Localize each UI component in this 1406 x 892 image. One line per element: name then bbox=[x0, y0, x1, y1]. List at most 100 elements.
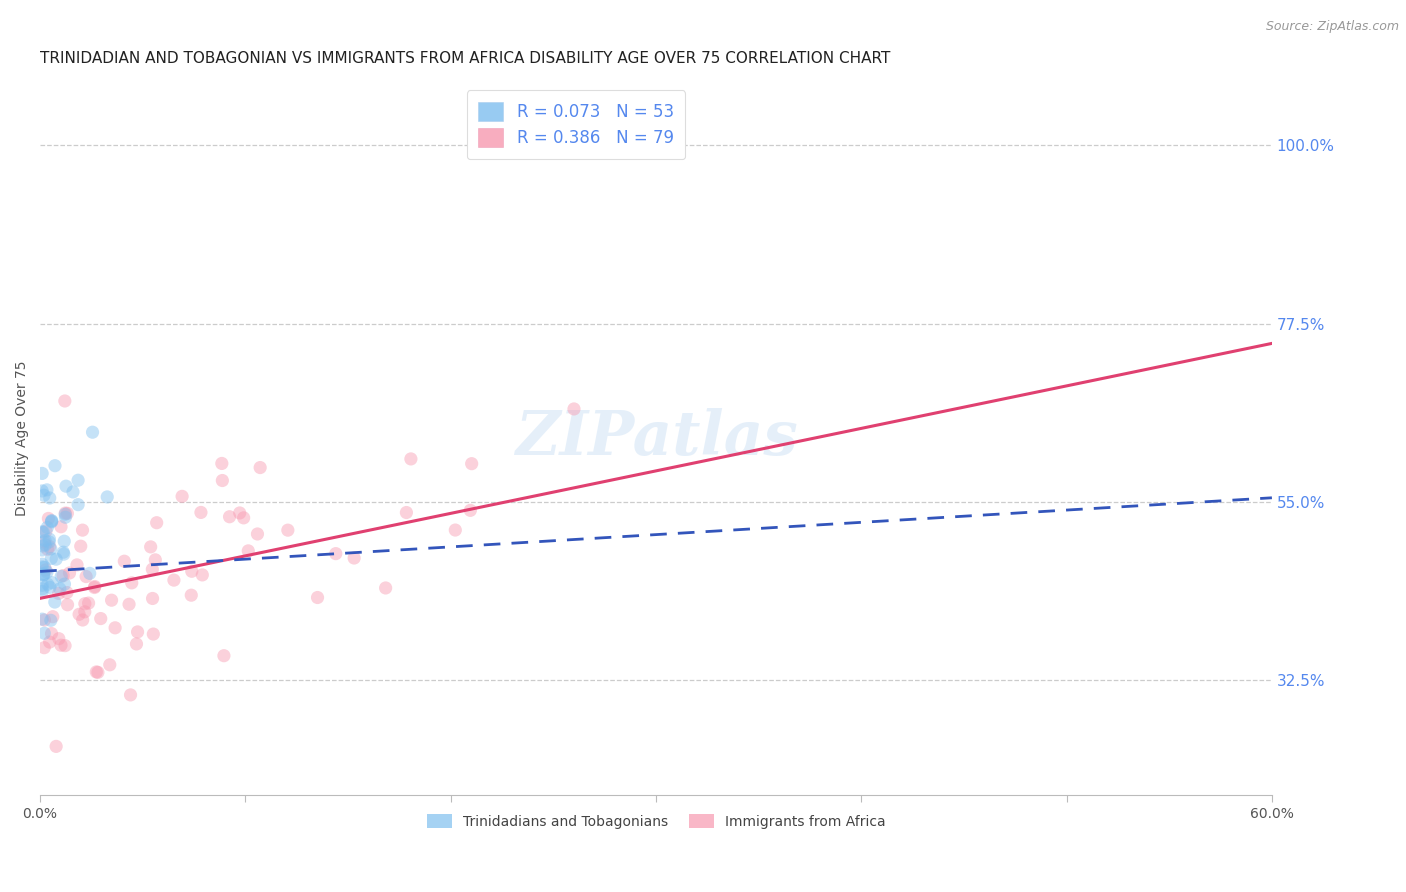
Point bbox=[72, 523, 94, 537]
Point bbox=[31, 539, 53, 553]
Point bbox=[53, 508, 76, 522]
Point bbox=[41, 575, 63, 590]
Point bbox=[325, 547, 347, 561]
Point bbox=[139, 540, 162, 554]
Point bbox=[34, 560, 56, 574]
Point bbox=[49, 638, 72, 652]
Point bbox=[34, 613, 56, 627]
Point bbox=[53, 577, 76, 591]
Point bbox=[96, 490, 118, 504]
Point bbox=[38, 635, 60, 649]
Point bbox=[218, 509, 240, 524]
Y-axis label: Disability Age Over 75: Disability Age Over 75 bbox=[15, 360, 30, 516]
Point bbox=[86, 665, 108, 679]
Point bbox=[32, 488, 55, 502]
Point bbox=[66, 558, 89, 572]
Point bbox=[142, 591, 165, 606]
Point bbox=[53, 534, 76, 549]
Point bbox=[374, 581, 396, 595]
Legend: Trinidadians and Tobagonians, Immigrants from Africa: Trinidadians and Tobagonians, Immigrants… bbox=[420, 808, 891, 834]
Point bbox=[67, 498, 90, 512]
Point bbox=[127, 624, 149, 639]
Point bbox=[277, 523, 299, 537]
Point bbox=[249, 460, 271, 475]
Point bbox=[83, 580, 105, 594]
Point bbox=[38, 580, 60, 594]
Point bbox=[52, 547, 75, 561]
Point bbox=[104, 621, 127, 635]
Point bbox=[48, 632, 70, 646]
Point bbox=[32, 568, 55, 582]
Point bbox=[31, 582, 53, 596]
Point bbox=[212, 648, 235, 663]
Point bbox=[53, 506, 76, 520]
Point bbox=[55, 510, 77, 524]
Point bbox=[31, 558, 53, 572]
Point bbox=[37, 542, 59, 557]
Point bbox=[343, 551, 366, 566]
Point bbox=[77, 596, 100, 610]
Point bbox=[142, 627, 165, 641]
Point bbox=[190, 505, 212, 519]
Point bbox=[460, 503, 482, 517]
Point bbox=[32, 566, 55, 581]
Point bbox=[56, 598, 79, 612]
Point bbox=[31, 467, 53, 481]
Point bbox=[41, 514, 63, 528]
Point bbox=[39, 613, 62, 627]
Point bbox=[44, 595, 66, 609]
Point bbox=[37, 520, 59, 534]
Text: TRINIDADIAN AND TOBAGONIAN VS IMMIGRANTS FROM AFRICA DISABILITY AGE OVER 75 CORR: TRINIDADIAN AND TOBAGONIAN VS IMMIGRANTS… bbox=[41, 51, 890, 66]
Point bbox=[163, 573, 186, 587]
Point bbox=[180, 588, 202, 602]
Point bbox=[32, 567, 55, 582]
Point bbox=[73, 597, 96, 611]
Point bbox=[62, 484, 84, 499]
Point bbox=[37, 577, 59, 591]
Point bbox=[72, 613, 94, 627]
Point bbox=[75, 569, 97, 583]
Point bbox=[49, 520, 72, 534]
Point bbox=[87, 665, 110, 680]
Point bbox=[191, 568, 214, 582]
Point bbox=[143, 553, 166, 567]
Point bbox=[172, 489, 194, 503]
Point bbox=[32, 535, 55, 549]
Point bbox=[41, 551, 63, 566]
Point bbox=[112, 554, 135, 568]
Point bbox=[39, 541, 62, 556]
Point bbox=[69, 539, 91, 553]
Point bbox=[125, 637, 148, 651]
Point bbox=[31, 524, 53, 539]
Point bbox=[141, 562, 163, 576]
Point bbox=[395, 506, 418, 520]
Point bbox=[32, 525, 55, 540]
Point bbox=[35, 524, 58, 538]
Point bbox=[35, 563, 58, 577]
Point bbox=[34, 533, 56, 548]
Point bbox=[562, 401, 585, 416]
Point bbox=[45, 552, 67, 566]
Point bbox=[67, 607, 90, 622]
Point bbox=[55, 479, 77, 493]
Point bbox=[35, 566, 58, 580]
Point bbox=[31, 612, 53, 626]
Point bbox=[121, 575, 143, 590]
Point bbox=[34, 538, 56, 552]
Point bbox=[38, 535, 60, 549]
Point bbox=[211, 457, 233, 471]
Point bbox=[120, 688, 142, 702]
Point bbox=[238, 544, 260, 558]
Point bbox=[31, 584, 53, 599]
Point bbox=[228, 506, 250, 520]
Point bbox=[246, 527, 269, 541]
Point bbox=[52, 568, 75, 582]
Point bbox=[42, 609, 65, 624]
Point bbox=[82, 425, 104, 440]
Point bbox=[100, 593, 122, 607]
Point bbox=[56, 506, 79, 520]
Point bbox=[444, 523, 467, 537]
Point bbox=[232, 511, 254, 525]
Point bbox=[41, 514, 63, 528]
Point bbox=[460, 457, 482, 471]
